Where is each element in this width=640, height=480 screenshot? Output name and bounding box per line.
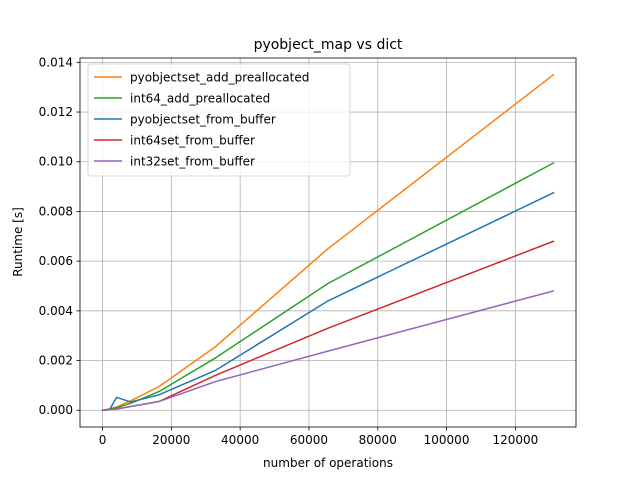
series-lines xyxy=(101,73,555,412)
x-tick-label: 80000 xyxy=(359,433,397,447)
x-tick-label: 40000 xyxy=(221,433,259,447)
x-tick-label: 20000 xyxy=(152,433,190,447)
series-line-pyobjectset_from_buffer xyxy=(101,191,555,412)
axis-ticks: 0 20000 40000 60000 80000 100000 120000 0.000 0.… xyxy=(39,55,539,447)
x-tick-label: 120000 xyxy=(492,433,538,447)
y-tick-label: 0.006 xyxy=(39,254,73,268)
plot-frame xyxy=(79,57,577,428)
y-tick-label: 0.014 xyxy=(39,55,73,69)
y-tick-label: 0.002 xyxy=(39,354,73,368)
legend: pyobjectset_add_preallocated int64_add_pr… xyxy=(87,63,351,177)
y-tick-label: 0.008 xyxy=(39,204,73,218)
x-tick-label: 100000 xyxy=(424,433,470,447)
y-tick-label: 0.012 xyxy=(39,105,73,119)
y-tick-label: 0.004 xyxy=(39,304,73,318)
legend-label: pyobjectset_add_preallocated xyxy=(130,71,309,85)
x-tick-label: 0 xyxy=(99,433,107,447)
legend-label: int64set_from_buffer xyxy=(130,134,255,148)
y-axis-title: Runtime [s] xyxy=(11,207,25,277)
legend-label: pyobjectset_from_buffer xyxy=(130,113,276,127)
y-tick-label: 0.010 xyxy=(39,155,73,169)
series-line-int32set_from_buffer xyxy=(101,290,555,412)
y-tick-label: 0.000 xyxy=(39,403,73,417)
legend-label: int32set_from_buffer xyxy=(130,155,255,169)
x-tick-label: 60000 xyxy=(290,433,328,447)
legend-box xyxy=(87,63,351,177)
legend-label: int64_add_preallocated xyxy=(130,92,270,106)
x-axis-title: number of operations xyxy=(263,456,393,470)
chart-title: pyobject_map vs dict xyxy=(254,37,403,53)
